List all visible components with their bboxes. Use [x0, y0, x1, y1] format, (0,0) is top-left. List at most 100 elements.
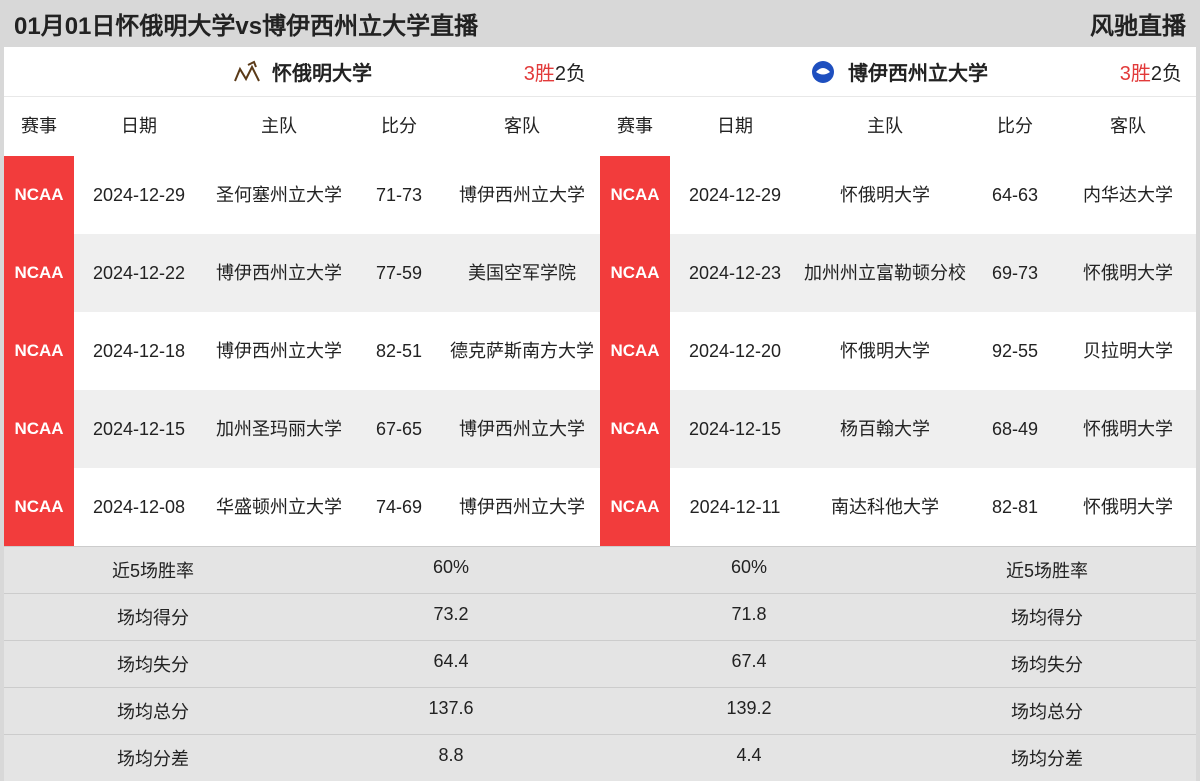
col-home: 主队 — [204, 107, 354, 146]
cell-date: 2024-12-29 — [74, 176, 204, 215]
table-row: NCAA2024-12-18博伊西州立大学82-51德克萨斯南方大学 — [4, 312, 600, 390]
cell-away: 贝拉明大学 — [1060, 332, 1196, 371]
table-row: NCAA2024-12-11南达科他大学82-81怀俄明大学 — [600, 468, 1196, 546]
cell-score: 71-73 — [354, 176, 444, 215]
table-row: NCAA2024-12-08华盛顿州立大学74-69博伊西州立大学 — [4, 468, 600, 546]
page-header: 01月01日怀俄明大学vs博伊西州立大学直播 风驰直播 — [0, 0, 1200, 47]
cell-away: 内华达大学 — [1060, 176, 1196, 215]
table-header-left: 赛事 日期 主队 比分 客队 — [4, 97, 600, 156]
league-badge: NCAA — [4, 312, 74, 390]
cell-home: 华盛顿州立大学 — [204, 488, 354, 527]
cell-away: 德克萨斯南方大学 — [444, 332, 600, 371]
cell-score: 74-69 — [354, 488, 444, 527]
cell-date: 2024-12-08 — [74, 488, 204, 527]
cell-home: 圣何塞州立大学 — [204, 176, 354, 215]
cell-score: 69-73 — [970, 254, 1060, 293]
cell-home: 杨百翰大学 — [800, 410, 970, 449]
table-header-right: 赛事 日期 主队 比分 客队 — [600, 97, 1196, 156]
record-right: 3胜2负 — [1120, 57, 1182, 86]
team-logo-icon — [808, 59, 838, 85]
stat-value: 64.4 — [302, 640, 600, 687]
stat-label: 场均总分 — [4, 687, 302, 734]
stat-value: 8.8 — [302, 734, 600, 781]
league-badge: NCAA — [600, 390, 670, 468]
stats-right: 60%近5场胜率71.8场均得分67.4场均失分139.2场均总分4.4场均分差 — [600, 546, 1196, 781]
stat-label: 场均得分 — [898, 593, 1196, 640]
col-event: 赛事 — [600, 107, 670, 146]
stat-label: 场均得分 — [4, 593, 302, 640]
stat-label: 场均分差 — [898, 734, 1196, 781]
stat-value: 139.2 — [600, 687, 898, 734]
cell-home: 博伊西州立大学 — [204, 332, 354, 371]
team-header-right: 博伊西州立大学 3胜2负 — [600, 47, 1196, 97]
col-score: 比分 — [354, 107, 444, 146]
table-row: NCAA2024-12-22博伊西州立大学77-59美国空军学院 — [4, 234, 600, 312]
stat-label: 场均总分 — [898, 687, 1196, 734]
stat-label: 场均失分 — [898, 640, 1196, 687]
col-away: 客队 — [1060, 107, 1196, 146]
cell-home: 南达科他大学 — [800, 488, 970, 527]
cell-date: 2024-12-29 — [670, 176, 800, 215]
cell-away: 博伊西州立大学 — [444, 410, 600, 449]
league-badge: NCAA — [4, 234, 74, 312]
cell-home: 加州州立富勒顿分校 — [800, 254, 970, 293]
cell-away: 怀俄明大学 — [1060, 410, 1196, 449]
cell-date: 2024-12-20 — [670, 332, 800, 371]
stat-label: 场均分差 — [4, 734, 302, 781]
col-score: 比分 — [970, 107, 1060, 146]
stat-label: 场均失分 — [4, 640, 302, 687]
team-logo-icon — [232, 59, 262, 85]
cell-away: 美国空军学院 — [444, 254, 600, 293]
cell-score: 64-63 — [970, 176, 1060, 215]
games-list-right: NCAA2024-12-29怀俄明大学64-63内华达大学NCAA2024-12… — [600, 156, 1196, 546]
table-row: NCAA2024-12-15加州圣玛丽大学67-65博伊西州立大学 — [4, 390, 600, 468]
team-header-left: 怀俄明大学 3胜2负 — [4, 47, 600, 97]
league-badge: NCAA — [4, 156, 74, 234]
stat-label: 近5场胜率 — [4, 546, 302, 593]
col-away: 客队 — [444, 107, 600, 146]
cell-date: 2024-12-15 — [74, 410, 204, 449]
stat-value: 73.2 — [302, 593, 600, 640]
left-panel: 怀俄明大学 3胜2负 赛事 日期 主队 比分 客队 NCAA2024-12-29… — [4, 47, 600, 781]
stats-left: 近5场胜率60%场均得分73.2场均失分64.4场均总分137.6场均分差8.8 — [4, 546, 600, 781]
table-row: NCAA2024-12-20怀俄明大学92-55贝拉明大学 — [600, 312, 1196, 390]
col-event: 赛事 — [4, 107, 74, 146]
stat-value: 60% — [302, 546, 600, 593]
league-badge: NCAA — [600, 156, 670, 234]
cell-date: 2024-12-11 — [670, 488, 800, 527]
table-row: NCAA2024-12-23加州州立富勒顿分校69-73怀俄明大学 — [600, 234, 1196, 312]
league-badge: NCAA — [600, 468, 670, 546]
cell-away: 怀俄明大学 — [1060, 254, 1196, 293]
stat-label: 近5场胜率 — [898, 546, 1196, 593]
stat-value: 60% — [600, 546, 898, 593]
cell-home: 博伊西州立大学 — [204, 254, 354, 293]
cell-date: 2024-12-23 — [670, 254, 800, 293]
col-date: 日期 — [670, 107, 800, 146]
brand-name: 风驰直播 — [1090, 6, 1186, 41]
games-list-left: NCAA2024-12-29圣何塞州立大学71-73博伊西州立大学NCAA202… — [4, 156, 600, 546]
stat-value: 137.6 — [302, 687, 600, 734]
cell-date: 2024-12-15 — [670, 410, 800, 449]
cell-home: 怀俄明大学 — [800, 332, 970, 371]
table-row: NCAA2024-12-15杨百翰大学68-49怀俄明大学 — [600, 390, 1196, 468]
team-name-left: 怀俄明大学 — [272, 57, 372, 86]
stat-value: 71.8 — [600, 593, 898, 640]
cell-score: 82-81 — [970, 488, 1060, 527]
cell-score: 92-55 — [970, 332, 1060, 371]
cell-score: 67-65 — [354, 410, 444, 449]
table-row: NCAA2024-12-29圣何塞州立大学71-73博伊西州立大学 — [4, 156, 600, 234]
right-panel: 博伊西州立大学 3胜2负 赛事 日期 主队 比分 客队 NCAA2024-12-… — [600, 47, 1196, 781]
table-row: NCAA2024-12-29怀俄明大学64-63内华达大学 — [600, 156, 1196, 234]
cell-home: 加州圣玛丽大学 — [204, 410, 354, 449]
stat-value: 67.4 — [600, 640, 898, 687]
league-badge: NCAA — [600, 312, 670, 390]
cell-score: 68-49 — [970, 410, 1060, 449]
stat-value: 4.4 — [600, 734, 898, 781]
panels-container: 怀俄明大学 3胜2负 赛事 日期 主队 比分 客队 NCAA2024-12-29… — [0, 47, 1200, 781]
league-badge: NCAA — [4, 468, 74, 546]
league-badge: NCAA — [600, 234, 670, 312]
page-title: 01月01日怀俄明大学vs博伊西州立大学直播 — [14, 6, 478, 41]
cell-home: 怀俄明大学 — [800, 176, 970, 215]
record-left: 3胜2负 — [524, 57, 586, 86]
league-badge: NCAA — [4, 390, 74, 468]
